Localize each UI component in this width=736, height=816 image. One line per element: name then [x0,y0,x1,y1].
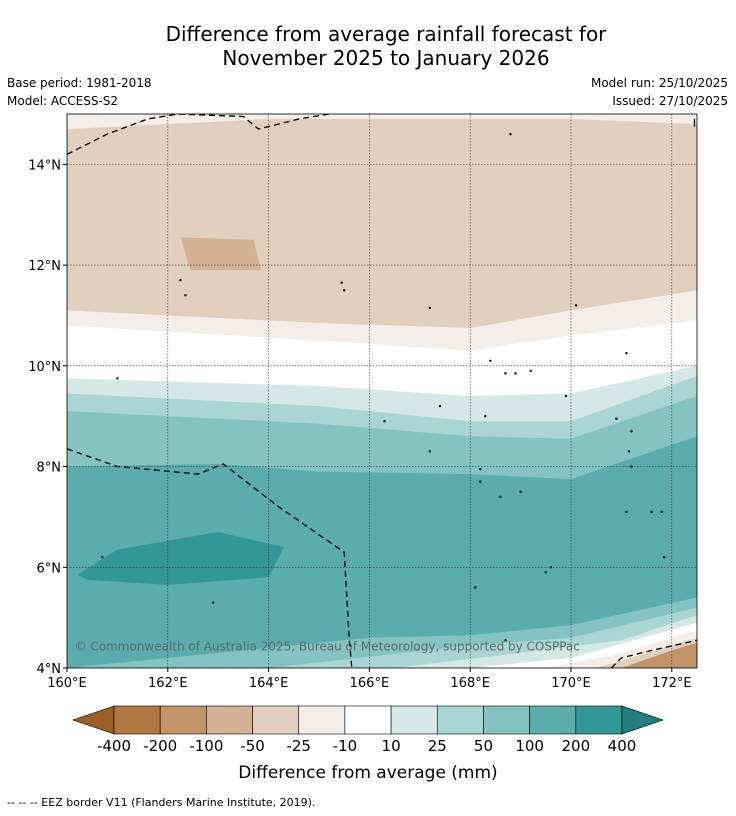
island-outline [428,450,432,453]
island-outline [544,571,547,574]
x-tick-label: 168°E [450,676,490,691]
y-tick-label: 6°N [37,561,62,576]
chart-title: Difference from average rainfall forecas… [0,22,736,70]
island-outline [509,132,512,136]
island-outline [116,377,119,380]
island-outline [383,420,386,423]
x-tick-label: 162°E [148,676,188,691]
y-tick-label: 12°N [28,259,61,274]
island-outline [438,404,442,408]
island-outline [428,306,432,310]
island-outline [650,510,653,514]
island-outline [179,279,182,282]
island-outline [479,467,482,471]
chart-title-line2: November 2025 to January 2026 [222,46,550,70]
colorbar-cell [436,705,484,735]
island-outline [663,556,666,559]
eez-border-legend: -- -- -- EEZ border V11 (Flanders Marine… [7,796,316,809]
island-outline [625,352,628,355]
x-tick-label: 160°E [47,676,87,691]
rainfall-map-chart: © Commonwealth of Australia 2025, Bureau… [28,113,698,783]
colorbar-arrow-high [621,705,664,735]
colorbar-tick-label: -10 [333,737,358,755]
colorbar-cell [344,705,392,735]
meta-left: Base period: 1981-2018 Model: ACCESS-S2 [7,74,152,110]
y-tick-label: 14°N [28,158,61,173]
colorbar-tick-label: 100 [515,737,544,755]
colorbar-tick-label: -100 [189,737,223,755]
colorbar-cell [575,705,623,735]
island-outline [101,556,104,559]
island-outline [479,480,482,483]
island-outline [627,450,631,453]
island-outline [499,495,502,498]
copyright-notice: © Commonwealth of Australia 2025, Bureau… [75,639,580,653]
colorbar-tick-label: 400 [608,737,637,755]
island-outline [615,417,618,420]
chart-title-line1: Difference from average rainfall forecas… [165,22,607,46]
band-100-200 [67,436,697,668]
island-outline [625,510,628,514]
colorbar-tick-label: 200 [561,737,590,755]
island-outline [504,372,507,375]
island-outline [564,394,568,398]
island-outline [519,490,522,493]
colorbar-cell [206,705,253,735]
island-outline [504,639,507,642]
colorbar-cell [113,705,161,735]
island-outline [549,566,553,569]
island-outline [211,601,215,604]
band-minus50-minus25 [67,119,697,328]
colorbar-tick-label: 10 [382,737,401,755]
y-tick-label: 10°N [28,360,61,375]
x-tick-label: 166°E [350,676,390,691]
y-tick-label: 8°N [37,461,62,476]
x-tick-label: 172°E [652,676,692,691]
island-outline [184,294,187,297]
x-tick-label: 164°E [249,676,289,691]
colorbar-tick-label: 50 [474,737,493,755]
model-run: Model run: 25/10/2025 [590,76,728,90]
map-frame [66,113,698,669]
band-minus200-minus100-south [621,642,697,668]
colorbar-cell [252,705,300,735]
base-period: Base period: 1981-2018 [7,76,152,90]
island-outline [514,372,517,375]
colorbar-arrow-low [72,705,115,735]
island-outline [343,289,346,292]
island-outline [484,414,487,418]
island-outline [489,359,492,362]
colorbar-cell [298,705,346,735]
model-name: Model: ACCESS-S2 [7,94,119,108]
meta-right: Model run: 25/10/2025 Issued: 27/10/2025 [591,74,728,110]
band-minus100-minus50 [180,237,261,271]
x-tick-label: 170°E [551,676,591,691]
island-outline [630,465,633,468]
colorbar-cell [159,705,207,735]
colorbar-tick-label: -400 [97,737,131,755]
colorbar-tick-label: -200 [143,737,177,755]
island-outline [529,369,532,373]
y-tick-label: 4°N [37,662,62,677]
colorbar-cell [483,705,530,735]
issued-date: Issued: 27/10/2025 [612,94,728,108]
band-200-400 [77,532,284,585]
colorbar-tick-label: -25 [286,737,311,755]
island-outline [340,281,343,284]
island-outline [474,586,477,589]
colorbar-tick-label: 25 [428,737,447,755]
island-outline [660,510,663,514]
island-outline [630,430,633,433]
colorbar-cell [390,705,438,735]
island-outline [574,304,578,307]
colorbar-cell [529,705,577,735]
eez-border-west [67,448,353,668]
colorbar-label: Difference from average (mm) [238,763,497,783]
colorbar-tick-label: -50 [240,737,265,755]
eez-border-north [67,114,330,155]
map-area [67,114,697,668]
